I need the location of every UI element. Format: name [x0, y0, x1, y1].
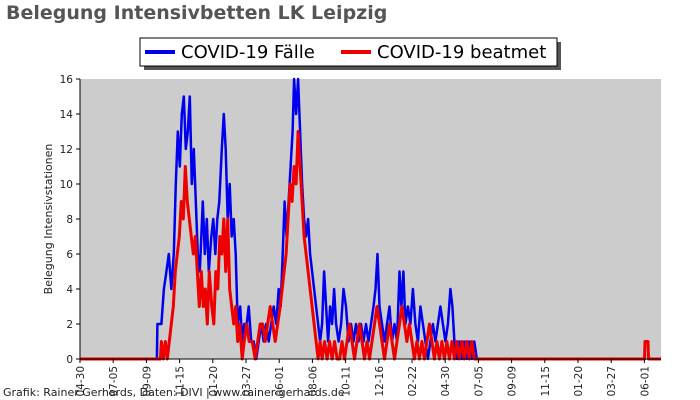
- series-line-ventilated: [80, 130, 661, 361]
- x-tick-label: 08-06: [307, 366, 319, 397]
- x-tick-label: 11-15: [540, 366, 552, 397]
- x-tick-label: 01-20: [208, 366, 220, 397]
- x-tick-label: 06-01: [639, 366, 651, 397]
- y-tick-label: 10: [60, 179, 73, 191]
- y-tick-label: 6: [66, 249, 73, 261]
- y-tick-label: 0: [66, 354, 73, 366]
- legend: COVID-19 Fälle COVID-19 beatmet: [139, 37, 561, 70]
- y-tick-label: 4: [66, 284, 73, 296]
- series-line-cases: [80, 77, 479, 361]
- chart-title: Belegung Intensivbetten LK Leipzig: [6, 2, 387, 24]
- x-tick-label: 09-09: [507, 366, 519, 397]
- x-tick-label: 10-11: [341, 366, 353, 397]
- x-tick-label: 12-16: [374, 366, 386, 397]
- x-tick-label: 03-27: [241, 366, 253, 397]
- y-tick-label: 8: [66, 214, 73, 226]
- x-tick-label: 01-20: [573, 366, 585, 397]
- y-tick-label: 2: [66, 319, 73, 331]
- series-layer: [80, 77, 661, 361]
- x-tick-label: 07-05: [473, 366, 485, 397]
- y-tick-label: 14: [60, 109, 74, 121]
- x-tick-label: 11-15: [175, 366, 187, 397]
- y-tick-label: 12: [60, 144, 73, 156]
- x-tick-label: 07-05: [108, 366, 120, 397]
- x-axis-ticks: 04-30 07-05 09-09 11-15 01-20 03-27 06-01 08-06…: [75, 359, 651, 397]
- x-tick-label: 09-09: [141, 366, 153, 397]
- legend-label-cases: COVID-19 Fälle: [181, 42, 315, 63]
- x-tick-label: 04-30: [440, 366, 452, 397]
- legend-label-ventilated: COVID-19 beatmet: [377, 42, 546, 63]
- y-axis-label: Belegung Intensivstationen: [42, 144, 55, 295]
- plot-area: [80, 79, 661, 359]
- x-tick-label: 03-27: [606, 366, 618, 397]
- source-credit: Grafik: Rainer Gerhards, Daten: DIVI | w…: [3, 386, 345, 399]
- x-tick-label: 04-30: [75, 366, 87, 397]
- x-tick-label: 06-01: [274, 366, 286, 397]
- x-tick-label: 02-22: [407, 366, 419, 397]
- y-axis-ticks: 0 2 4 6 8 10 12 14 16: [60, 74, 80, 366]
- y-tick-label: 16: [60, 74, 74, 86]
